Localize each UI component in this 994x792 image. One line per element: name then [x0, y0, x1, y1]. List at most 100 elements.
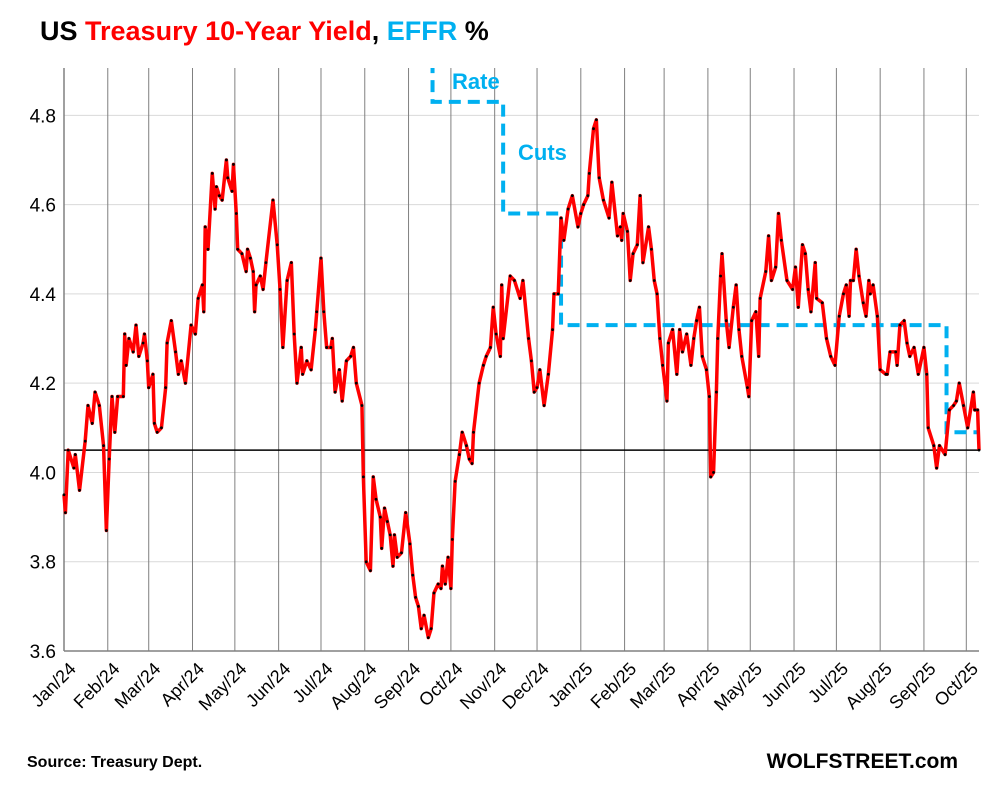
yield-point — [535, 386, 539, 390]
yield-point — [652, 279, 656, 282]
yield-point — [851, 279, 855, 282]
yield-point — [309, 368, 313, 372]
title-comma: , — [371, 16, 387, 46]
yield-point — [678, 328, 682, 331]
title-percent: % — [457, 16, 489, 46]
yield-point — [527, 337, 530, 340]
yield-point — [868, 292, 872, 296]
yield-point — [371, 475, 375, 479]
yield-point — [770, 279, 773, 282]
yield-point — [151, 372, 155, 376]
yield-point — [289, 261, 293, 265]
yield-point — [731, 305, 735, 309]
yield-point — [898, 323, 902, 327]
yield-point — [220, 198, 224, 202]
x-tick-label: Sep/24 — [370, 659, 424, 713]
yield-point — [127, 337, 131, 340]
yield-point — [689, 363, 693, 367]
yield-point — [232, 163, 235, 166]
yield-point — [102, 444, 105, 448]
yield-point — [750, 319, 754, 323]
title-treasury: Treasury 10-Year Yield — [85, 16, 372, 46]
yield-line — [62, 118, 981, 640]
yield-point — [508, 274, 512, 278]
yield-point — [712, 471, 715, 474]
yield-point — [388, 533, 392, 537]
yield-point — [494, 332, 498, 336]
yield-point — [976, 408, 979, 412]
yield-point — [329, 346, 333, 349]
yield-point — [518, 296, 522, 300]
yield-point — [426, 636, 430, 640]
yield-point — [330, 337, 334, 340]
yield-point — [210, 171, 214, 175]
yield-point — [217, 194, 221, 198]
x-tick-label: Dec/24 — [498, 659, 552, 713]
yield-point — [681, 350, 684, 354]
yield-point — [925, 372, 929, 376]
yield-point — [916, 372, 920, 376]
yield-point — [867, 279, 871, 282]
yield-point — [592, 127, 595, 131]
yield-point — [665, 399, 669, 403]
yield-point — [794, 265, 797, 269]
yield-point — [885, 372, 889, 376]
yield-point — [952, 404, 955, 407]
yield-point — [538, 368, 542, 372]
yield-point — [248, 256, 252, 260]
yield-point — [546, 372, 550, 376]
yield-point — [62, 493, 66, 497]
yield-point — [400, 551, 403, 555]
yield-point — [254, 283, 258, 287]
yield-point — [141, 341, 145, 345]
yield-point — [110, 395, 114, 398]
yield-point — [275, 243, 279, 247]
yield-point — [829, 354, 833, 358]
yield-point — [404, 511, 408, 515]
yield-point — [385, 520, 389, 523]
yield-point — [635, 243, 639, 247]
title-effr: EFFR — [386, 16, 458, 46]
yield-point — [230, 189, 234, 193]
yield-point — [93, 390, 97, 394]
yield-point — [443, 582, 447, 586]
yield-point — [806, 288, 810, 291]
yield-point — [746, 386, 749, 390]
yield-point — [719, 274, 723, 278]
yield-point — [315, 310, 319, 314]
yield-point — [176, 372, 180, 376]
yield-point — [325, 346, 329, 349]
x-tick-label: Jan/25 — [544, 659, 596, 711]
yield-point — [875, 314, 879, 318]
yield-point — [203, 225, 207, 229]
yield-point — [932, 444, 936, 448]
yield-point — [905, 341, 909, 345]
x-tick-label: Mar/24 — [111, 659, 165, 713]
yield-point — [734, 283, 738, 287]
yield-point — [354, 381, 358, 385]
yield-point — [500, 283, 504, 287]
yield-point — [422, 613, 426, 617]
yield-point — [705, 368, 708, 372]
yield-point — [955, 399, 958, 403]
effr-line — [430, 68, 979, 435]
yield-point — [815, 296, 819, 300]
yield-point — [121, 395, 125, 398]
yield-point — [200, 283, 204, 287]
yield-point — [720, 252, 724, 256]
annotation-rate: Rate — [452, 69, 500, 94]
yield-point — [849, 279, 852, 282]
yield-point — [796, 305, 800, 309]
yield-point — [236, 247, 240, 251]
yield-point — [278, 288, 282, 291]
yield-point — [467, 457, 471, 461]
yield-point — [107, 457, 111, 461]
y-tick-label: 4.4 — [30, 285, 57, 306]
yield-point — [419, 627, 423, 631]
y-tick-label: 4.2 — [30, 374, 56, 395]
yield-point — [791, 288, 795, 291]
yield-point — [854, 247, 858, 251]
yield-point — [337, 368, 341, 372]
yield-point — [620, 238, 624, 242]
